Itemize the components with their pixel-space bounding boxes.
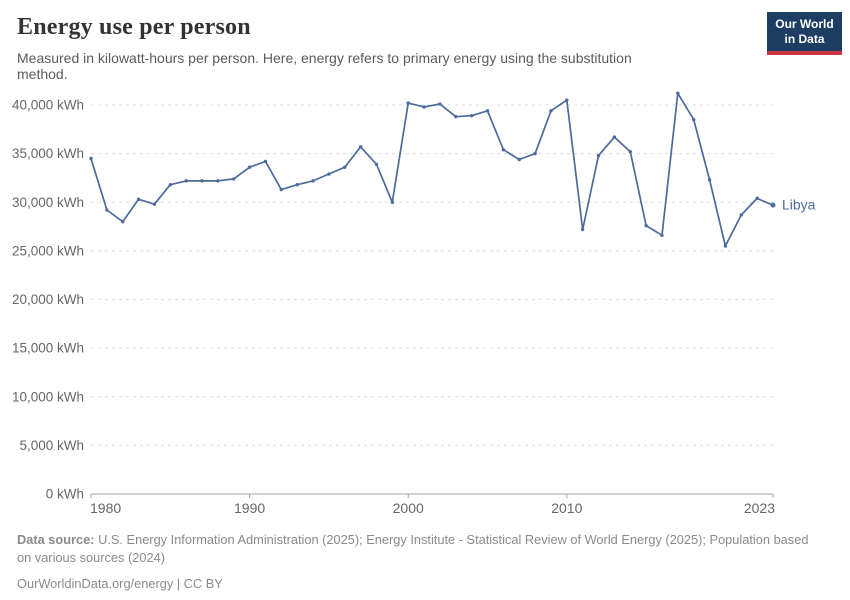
x-tick-label-1980: 1980 xyxy=(90,500,121,516)
data-point-1988 xyxy=(216,179,220,183)
data-point-1980 xyxy=(89,156,93,161)
data-point-2015 xyxy=(644,223,648,228)
data-point-1993 xyxy=(295,183,299,187)
owid-logo-line2: in Data xyxy=(784,32,825,46)
data-point-2019 xyxy=(707,178,712,182)
y-tick-label-35000: 35,000 kWh xyxy=(12,146,84,161)
y-tick-label-10000: 10,000 kWh xyxy=(12,389,84,404)
data-point-2018 xyxy=(691,117,696,122)
x-tick-label-2023: 2023 xyxy=(744,500,775,516)
data-point-2017 xyxy=(676,91,680,96)
data-point-1991 xyxy=(263,159,268,164)
data-point-1994 xyxy=(311,179,315,183)
data-point-1989 xyxy=(232,177,236,181)
data-point-1986 xyxy=(184,179,188,183)
x-tick-label-2000: 2000 xyxy=(393,500,424,516)
data-point-1999 xyxy=(390,200,395,204)
data-point-1981 xyxy=(105,208,109,212)
data-point-2007 xyxy=(517,157,521,162)
data-source: Data source: U.S. Energy Information Adm… xyxy=(17,531,817,567)
data-point-2010 xyxy=(565,98,569,102)
data-point-1992 xyxy=(279,187,284,192)
footer-link[interactable]: OurWorldinData.org/energy | CC BY xyxy=(17,576,223,592)
owid-logo: Our World in Data xyxy=(767,12,842,55)
data-point-2002 xyxy=(438,102,442,106)
y-tick-label-5000: 5,000 kWh xyxy=(19,438,84,453)
page-title: Energy use per person xyxy=(17,14,251,40)
y-tick-label-20000: 20,000 kWh xyxy=(12,292,84,307)
data-point-2012 xyxy=(596,153,601,158)
series-label-libya: Libya xyxy=(782,197,816,213)
data-point-1990 xyxy=(247,165,252,169)
data-point-1998 xyxy=(374,162,379,167)
data-point-1982 xyxy=(121,220,125,224)
data-point-2005 xyxy=(485,109,490,113)
y-tick-label-25000: 25,000 kWh xyxy=(12,243,84,258)
chart-footer: Data source: U.S. Energy Information Adm… xyxy=(17,531,817,593)
x-tick-label-1990: 1990 xyxy=(234,500,265,516)
data-point-2016 xyxy=(660,233,664,238)
data-point-1985 xyxy=(168,183,173,187)
data-point-2000 xyxy=(406,101,410,105)
data-point-2021 xyxy=(739,213,743,217)
owid-logo-line1: Our World xyxy=(775,17,834,31)
y-tick-label-40000: 40,000 kWh xyxy=(12,98,84,113)
data-point-2014 xyxy=(628,149,632,154)
data-point-2013 xyxy=(612,135,617,139)
y-tick-label-0: 0 kWh xyxy=(46,487,84,502)
data-point-2011 xyxy=(580,227,585,232)
data-point-1995 xyxy=(327,172,331,176)
data-source-text: U.S. Energy Information Administration (… xyxy=(17,532,809,566)
y-tick-label-30000: 30,000 kWh xyxy=(12,195,84,210)
data-point-1984 xyxy=(152,202,157,206)
data-point-1987 xyxy=(200,179,204,183)
chart-header: Energy use per person Measured in kilowa… xyxy=(17,14,670,82)
y-tick-label-15000: 15,000 kWh xyxy=(12,341,84,356)
data-point-2001 xyxy=(422,105,426,109)
series-line-libya xyxy=(90,92,774,247)
data-point-1997 xyxy=(358,145,363,149)
data-point-1996 xyxy=(343,165,347,169)
data-point-1983 xyxy=(136,197,141,202)
data-point-2003 xyxy=(454,114,458,119)
data-point-2008 xyxy=(533,151,537,156)
data-source-label: Data source: xyxy=(17,532,95,547)
data-point-2023 xyxy=(770,202,776,208)
data-point-2009 xyxy=(549,109,553,113)
data-point-2004 xyxy=(469,113,474,118)
chart-subtitle: Measured in kilowatt-hours per person. H… xyxy=(17,50,632,82)
data-point-2020 xyxy=(723,244,728,248)
data-point-2022 xyxy=(755,196,759,201)
data-point-2006 xyxy=(501,148,506,152)
x-tick-label-2010: 2010 xyxy=(551,500,582,516)
